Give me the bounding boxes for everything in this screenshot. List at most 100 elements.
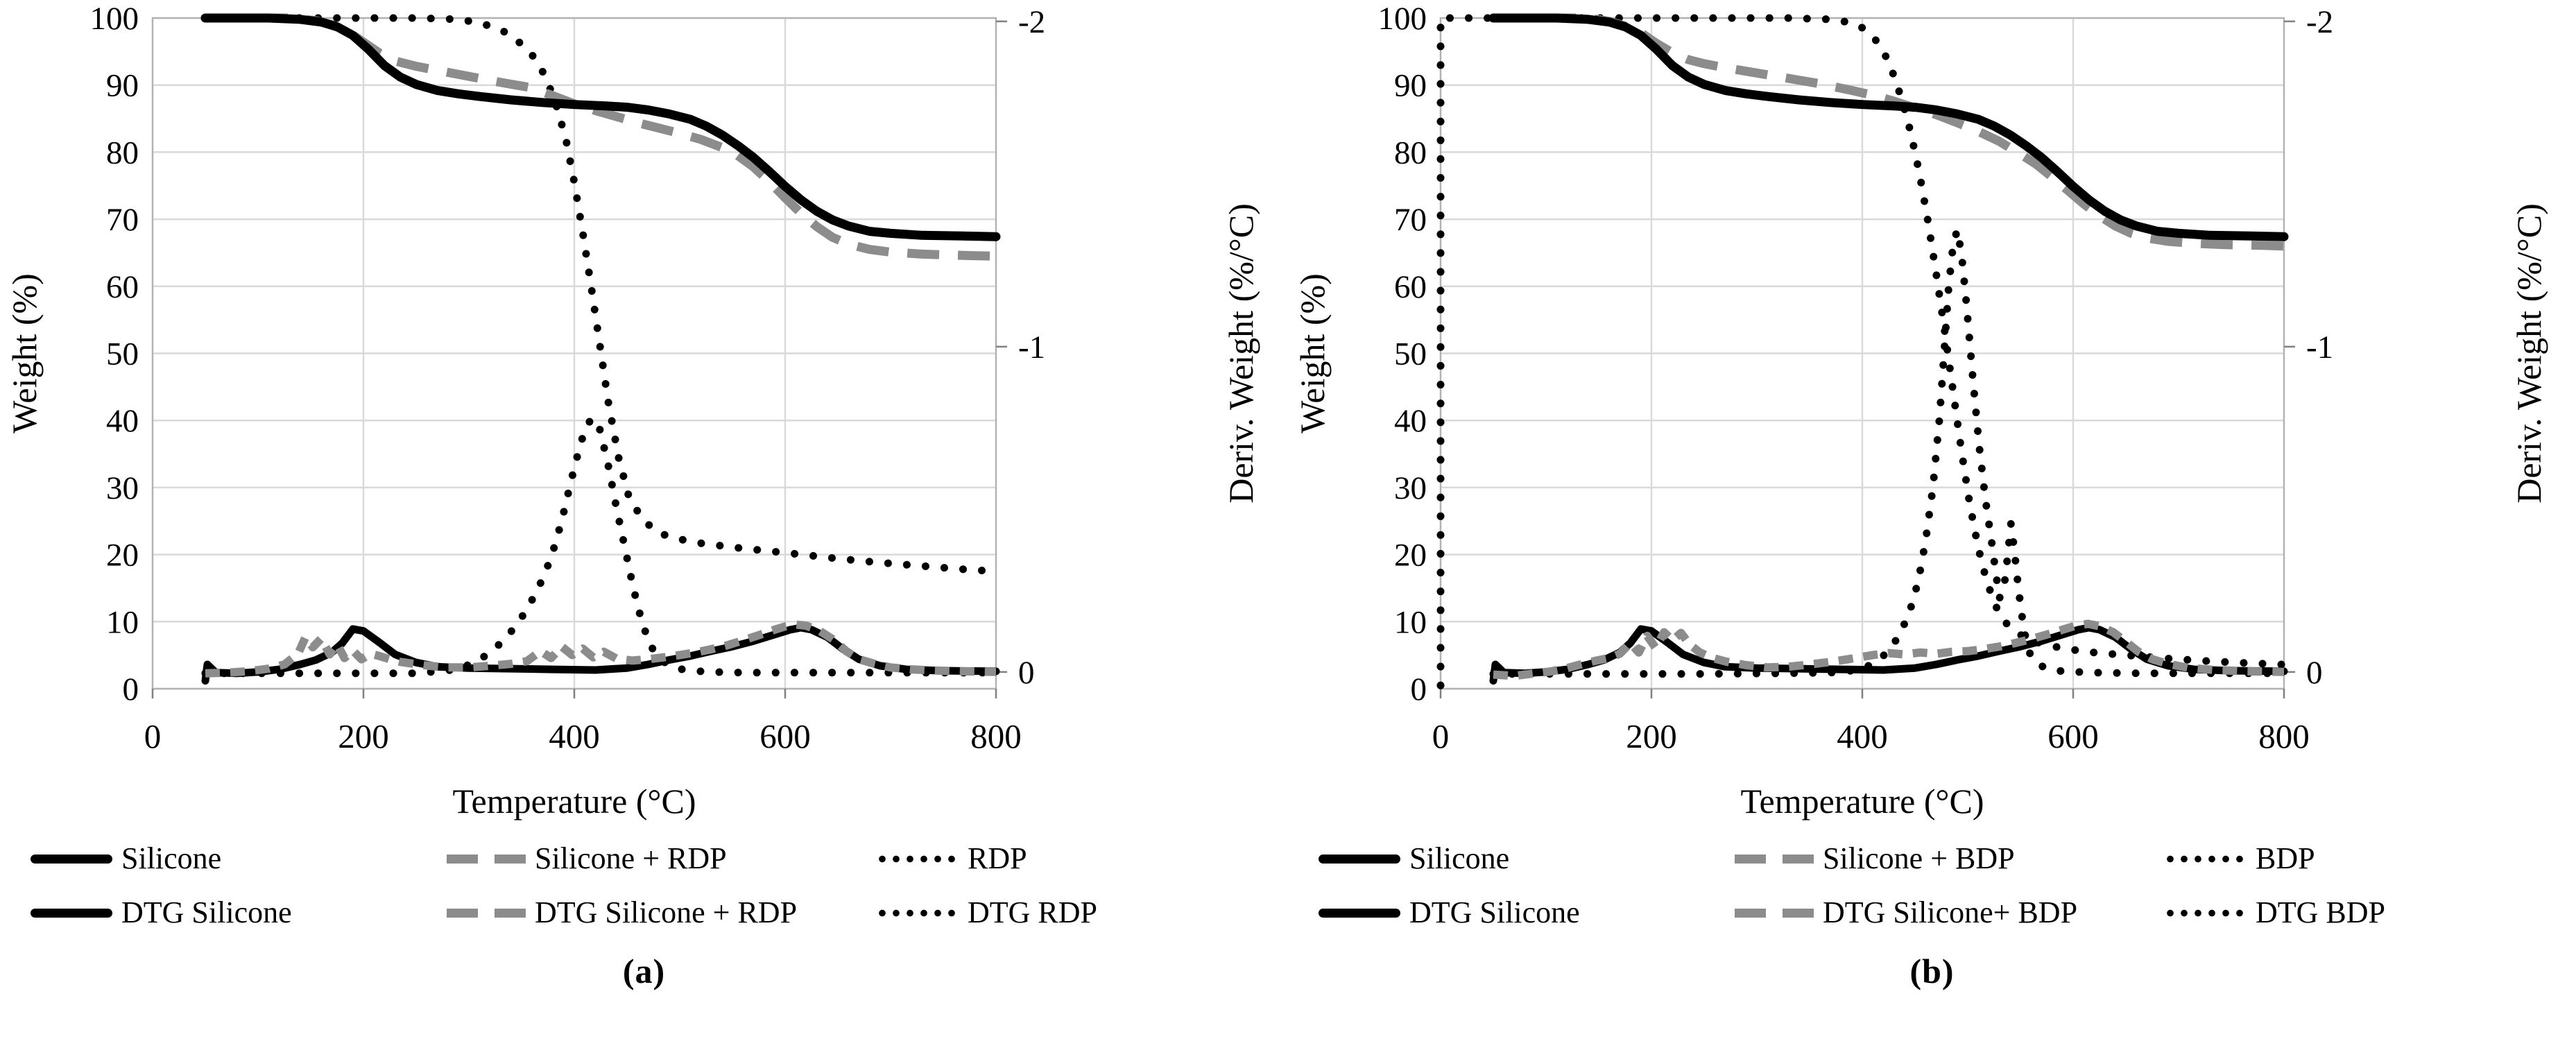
- legend-item-silicone-bdp: Silicone + BDP: [1735, 841, 2163, 875]
- y-left-tick-label: 30: [1394, 470, 1427, 506]
- series-silicone: [200, 13, 1001, 241]
- legend-label: DTG RDP: [968, 895, 1098, 930]
- y-left-tick-label: 10: [1394, 604, 1427, 640]
- y-left-tick-label: 20: [106, 538, 139, 574]
- series-dtg-silicone-bdp: [1493, 619, 2285, 680]
- legend-label: Silicone + BDP: [1823, 841, 2015, 875]
- y-right-tick-label: -2: [2306, 4, 2333, 40]
- y-left-tick-label: 30: [106, 470, 139, 506]
- y-left-tick-label: 100: [90, 1, 139, 37]
- legend-row: DTG Silicone DTG Silicone + RDP DTG RDP: [31, 895, 1210, 930]
- legend-a: Silicone Silicone + RDP RDP DTG Silicone DTG…: [31, 841, 1210, 930]
- x-tick-label: 600: [2047, 717, 2099, 755]
- dotted-line-swatch-icon: [875, 854, 959, 864]
- panel-a: 0 10 20 30 40 50 60 70 80 90 100 -2 -1 0 0 200 400 600 800…: [5, 1, 1260, 990]
- legend-item-dtg-rdp: DTG RDP: [875, 895, 1210, 930]
- caption-b: (b): [1909, 951, 1955, 990]
- x-tick-label: 600: [759, 717, 811, 755]
- series-silicone-rdp: [205, 13, 997, 261]
- legend-row: Silicone Silicone + RDP RDP: [31, 841, 1210, 875]
- y-left-tick-label: 40: [1394, 403, 1427, 439]
- legend-item-dtg-silicone: DTG Silicone: [1319, 895, 1735, 930]
- x-tick-label: 800: [2258, 717, 2310, 755]
- series-lines: [200, 13, 1001, 685]
- y-left-tick-label: 0: [1411, 671, 1427, 707]
- y-left-tick-label: 60: [1394, 269, 1427, 305]
- y-left-tick-label: 90: [1394, 68, 1427, 104]
- legend-item-bdp: BDP: [2163, 841, 2498, 875]
- legend-item-silicone: Silicone: [1319, 841, 1735, 875]
- series-dtg-rdp: [201, 414, 1000, 678]
- legend-item-dtg-silicone: DTG Silicone: [31, 895, 447, 929]
- y-right-axis-title: Deriv. Weight (%/°C): [2509, 203, 2548, 504]
- dotted-line-swatch-icon: [2163, 854, 2247, 864]
- legend-label: BDP: [2256, 841, 2315, 875]
- legend-label: DTG Silicone + RDP: [535, 895, 798, 930]
- series-dtg-bdp: [1489, 226, 2288, 678]
- y-left-tick-label: 80: [106, 135, 139, 171]
- legend-label: DTG Silicone+ BDP: [1823, 895, 2078, 930]
- y-right-tick-label: 0: [1018, 655, 1035, 691]
- caption-a: (a): [622, 951, 666, 990]
- y-left-tick-label: 90: [106, 68, 139, 104]
- legend-item-dtg-bdp: DTG BDP: [2163, 895, 2498, 929]
- y-right-tick-label: 0: [2306, 655, 2323, 691]
- legend-label: Silicone: [121, 841, 222, 875]
- y-right-axis-title: Deriv. Weight (%/°C): [1221, 203, 1260, 504]
- gridlines: [153, 17, 996, 690]
- y-left-tick-label: 20: [1394, 538, 1427, 574]
- x-tick-label: 400: [1837, 717, 1888, 755]
- dashed-line-swatch-icon: [1735, 854, 1814, 864]
- y-left-tick-label: 80: [1394, 135, 1427, 171]
- x-axis-title: Temperature (°C): [1740, 782, 1984, 821]
- y-left-tick-label: 100: [1378, 1, 1427, 37]
- legend-item-rdp: RDP: [875, 841, 1210, 875]
- y-right-tick-label: -1: [2306, 329, 2333, 366]
- dashed-line-swatch-icon: [1735, 909, 1814, 918]
- x-tick-label: 0: [144, 717, 162, 755]
- legend-label: Silicone: [1409, 841, 1510, 875]
- y-left-tick-label: 0: [123, 671, 139, 707]
- dashed-line-swatch-icon: [447, 854, 526, 864]
- legend-label: DTG Silicone: [1409, 895, 1580, 930]
- x-tick-label: 200: [1626, 717, 1677, 755]
- dashed-line-swatch-icon: [447, 909, 526, 918]
- legend-item-dtg-silicone-bdp: DTG Silicone+ BDP: [1735, 895, 2163, 930]
- y-left-tick-label: 70: [1394, 202, 1427, 238]
- solid-line-swatch-icon: [1319, 854, 1400, 864]
- y-left-tick-label: 60: [106, 269, 139, 305]
- y-right-tick-label: -1: [1018, 329, 1045, 366]
- x-axis-title: Temperature (°C): [452, 782, 696, 821]
- y-left-tick-label: 40: [106, 403, 139, 439]
- legend-label: RDP: [968, 841, 1027, 875]
- gridlines: [1441, 17, 2284, 690]
- solid-line-swatch-icon: [31, 854, 112, 864]
- series-silicone-bdp: [1493, 13, 2285, 251]
- y-left-tick-label: 10: [106, 604, 139, 640]
- legend-b: Silicone Silicone + BDP BDP DTG Silicone DTG…: [1319, 841, 2498, 930]
- series-lines: [1436, 13, 2289, 689]
- axis-ticks: [151, 20, 1007, 698]
- solid-line-swatch-icon: [31, 909, 112, 918]
- legend-row: Silicone Silicone + BDP BDP: [1319, 841, 2498, 875]
- series-silicone: [1488, 13, 2289, 241]
- dotted-line-swatch-icon: [2163, 909, 2247, 918]
- legend-label: Silicone + RDP: [535, 841, 727, 875]
- x-tick-label: 400: [549, 717, 600, 755]
- dotted-line-swatch-icon: [875, 909, 959, 918]
- legend-item-silicone-rdp: Silicone + RDP: [447, 841, 875, 875]
- y-left-axis-title: Weight (%): [5, 273, 44, 433]
- legend-row: DTG Silicone DTG Silicone+ BDP DTG BDP: [1319, 895, 2498, 930]
- x-tick-label: 800: [970, 717, 1022, 755]
- series-dtg-silicone-rdp: [205, 620, 997, 678]
- solid-line-swatch-icon: [1319, 909, 1400, 918]
- y-right-tick-label: -2: [1018, 4, 1045, 40]
- y-left-tick-label: 50: [1394, 336, 1427, 372]
- y-left-tick-label: 50: [106, 336, 139, 372]
- axis-ticks: [1439, 20, 2295, 698]
